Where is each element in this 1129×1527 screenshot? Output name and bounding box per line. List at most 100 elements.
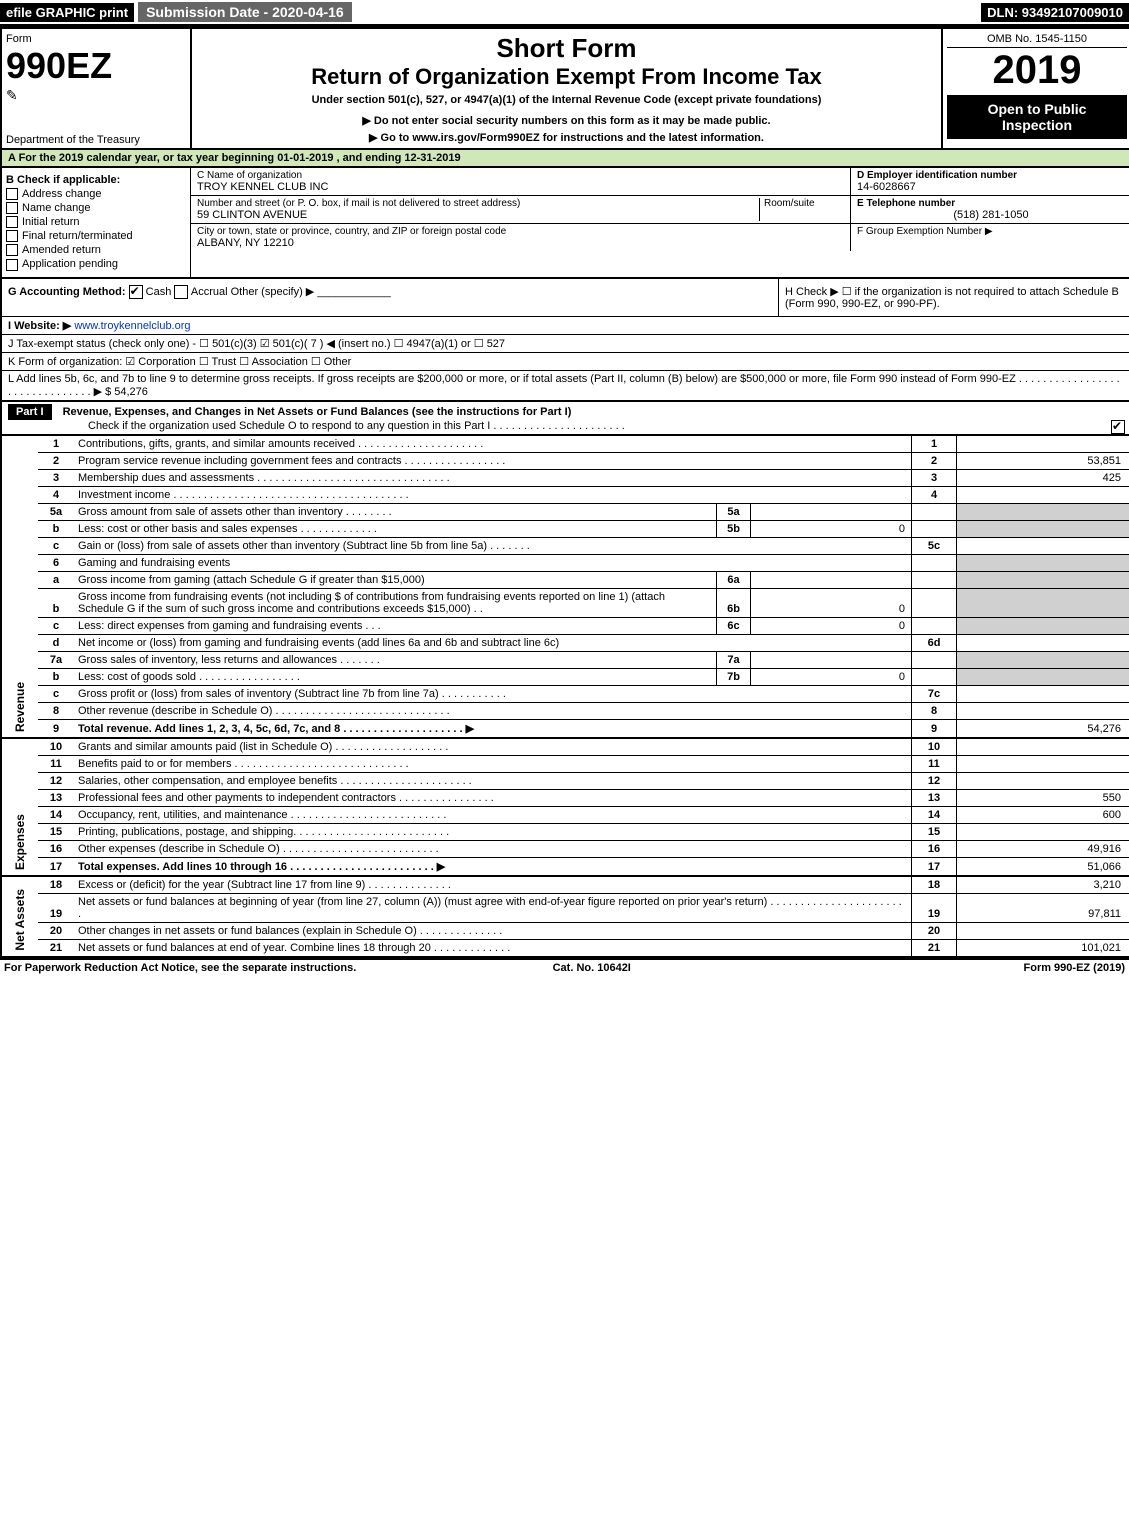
- city-state-zip: ALBANY, NY 12210: [197, 237, 844, 249]
- chk-amended-return[interactable]: Amended return: [6, 244, 186, 256]
- line-6d-desc: Net income or (loss) from gaming and fun…: [74, 634, 912, 651]
- efile-label: efile GRAPHIC print: [0, 3, 134, 22]
- line-1-value: [957, 436, 1129, 453]
- line-13-desc: Professional fees and other payments to …: [74, 789, 912, 806]
- dept-label: Department of the Treasury: [6, 134, 140, 146]
- line-7b-desc: Less: cost of goods sold . . . . . . . .…: [74, 668, 717, 685]
- chk-cash[interactable]: [129, 285, 143, 299]
- under-section-text: Under section 501(c), 527, or 4947(a)(1)…: [200, 94, 933, 106]
- line-2-desc: Program service revenue including govern…: [74, 452, 912, 469]
- line-5c-value: [957, 537, 1129, 554]
- chk-schedule-o[interactable]: [1111, 420, 1125, 434]
- line-6d-value: [957, 634, 1129, 651]
- phone-label: E Telephone number: [857, 198, 1125, 209]
- line-21-desc: Net assets or fund balances at end of ye…: [74, 939, 912, 957]
- line-7b-value: 0: [751, 668, 912, 685]
- chk-initial-return[interactable]: Initial return: [6, 216, 186, 228]
- line-17-value: 51,066: [957, 857, 1129, 876]
- section-h-text: H Check ▶ ☐ if the organization is not r…: [778, 279, 1129, 316]
- line-5a-desc: Gross amount from sale of assets other t…: [74, 503, 717, 520]
- chk-application-pending[interactable]: Application pending: [6, 258, 186, 270]
- line-18-desc: Excess or (deficit) for the year (Subtra…: [74, 876, 912, 894]
- line-11-desc: Benefits paid to or for members . . . . …: [74, 755, 912, 772]
- line-7a-value: [751, 651, 912, 668]
- line-5b-value: 0: [751, 520, 912, 537]
- line-20-desc: Other changes in net assets or fund bala…: [74, 922, 912, 939]
- chk-address-change[interactable]: Address change: [6, 188, 186, 200]
- line-6-desc: Gaming and fundraising events: [74, 554, 912, 571]
- city-label: City or town, state or province, country…: [197, 226, 844, 237]
- line-3-desc: Membership dues and assessments . . . . …: [74, 469, 912, 486]
- part-1-check-line: Check if the organization used Schedule …: [88, 420, 625, 432]
- street-address: 59 CLINTON AVENUE: [197, 209, 759, 221]
- part-1-label: Part I: [8, 404, 52, 420]
- line-14-desc: Occupancy, rent, utilities, and maintena…: [74, 806, 912, 823]
- form-label: Form: [6, 33, 186, 45]
- ein-label: D Employer identification number: [857, 170, 1125, 181]
- form-number: 990EZ: [6, 45, 186, 87]
- line-10-value: [957, 738, 1129, 756]
- tax-exempt-status: J Tax-exempt status (check only one) - ☐…: [2, 335, 1129, 353]
- line-1-desc: Contributions, gifts, grants, and simila…: [74, 436, 912, 453]
- short-form-title: Short Form: [200, 33, 933, 64]
- line-6a-value: [751, 571, 912, 588]
- part-1-title: Revenue, Expenses, and Changes in Net As…: [63, 406, 572, 418]
- line-12-value: [957, 772, 1129, 789]
- org-name: TROY KENNEL CLUB INC: [197, 181, 844, 193]
- line-18-value: 3,210: [957, 876, 1129, 894]
- dln-label: DLN: 93492107009010: [981, 3, 1129, 22]
- room-suite-label: Room/suite: [759, 198, 844, 221]
- omb-number: OMB No. 1545-1150: [947, 33, 1127, 48]
- line-8-value: [957, 702, 1129, 719]
- line-19-desc: Net assets or fund balances at beginning…: [74, 893, 912, 922]
- chk-name-change[interactable]: Name change: [6, 202, 186, 214]
- side-label-net-assets: Net Assets: [13, 889, 27, 951]
- line-5b-desc: Less: cost or other basis and sales expe…: [74, 520, 717, 537]
- line-11-value: [957, 755, 1129, 772]
- line-6c-desc: Less: direct expenses from gaming and fu…: [74, 617, 717, 634]
- footer-form-ref: Form 990-EZ (2019): [1024, 962, 1125, 974]
- street-label: Number and street (or P. O. box, if mail…: [197, 198, 759, 209]
- section-b-label: B Check if applicable:: [6, 174, 186, 186]
- line-7a-desc: Gross sales of inventory, less returns a…: [74, 651, 717, 668]
- website-label: I Website: ▶: [8, 320, 71, 332]
- line-13-value: 550: [957, 789, 1129, 806]
- line-6c-value: 0: [751, 617, 912, 634]
- org-name-label: C Name of organization: [197, 170, 844, 181]
- footer-left: For Paperwork Reduction Act Notice, see …: [4, 962, 356, 974]
- accounting-method-label: G Accounting Method:: [8, 286, 126, 298]
- tax-year-line: A For the 2019 calendar year, or tax yea…: [2, 150, 1129, 168]
- line-4-value: [957, 486, 1129, 503]
- line-14-value: 600: [957, 806, 1129, 823]
- chk-final-return[interactable]: Final return/terminated: [6, 230, 186, 242]
- line-17-desc: Total expenses. Add lines 10 through 16 …: [74, 857, 912, 876]
- side-label-expenses: Expenses: [13, 814, 27, 870]
- goto-text: ▶ Go to www.irs.gov/Form990EZ for instru…: [200, 131, 933, 144]
- website-link[interactable]: www.troykennelclub.org: [74, 320, 190, 332]
- footer-cat-no: Cat. No. 10642I: [553, 962, 631, 974]
- no-ssn-text: ▶ Do not enter social security numbers o…: [200, 114, 933, 127]
- line-4-desc: Investment income . . . . . . . . . . . …: [74, 486, 912, 503]
- line-16-desc: Other expenses (describe in Schedule O) …: [74, 840, 912, 857]
- line-6b-desc: Gross income from fundraising events (no…: [74, 588, 717, 617]
- ein-value: 14-6028667: [857, 181, 1125, 193]
- line-3-value: 425: [957, 469, 1129, 486]
- line-20-value: [957, 922, 1129, 939]
- side-label-revenue: Revenue: [13, 682, 27, 732]
- section-l-text: L Add lines 5b, 6c, and 7b to line 9 to …: [2, 371, 1129, 402]
- submission-date: Submission Date - 2020-04-16: [138, 2, 352, 22]
- line-21-value: 101,021: [957, 939, 1129, 957]
- line-2-value: 53,851: [957, 452, 1129, 469]
- line-7c-desc: Gross profit or (loss) from sales of inv…: [74, 685, 912, 702]
- phone-value: (518) 281-1050: [857, 209, 1125, 221]
- open-to-public: Open to Public Inspection: [947, 95, 1127, 139]
- line-19-value: 97,811: [957, 893, 1129, 922]
- line-15-desc: Printing, publications, postage, and shi…: [74, 823, 912, 840]
- form-of-organization: K Form of organization: ☑ Corporation ☐ …: [2, 353, 1129, 371]
- line-6a-desc: Gross income from gaming (attach Schedul…: [74, 571, 717, 588]
- chk-accrual[interactable]: [174, 285, 188, 299]
- line-9-value: 54,276: [957, 719, 1129, 738]
- line-5a-value: [751, 503, 912, 520]
- return-title: Return of Organization Exempt From Incom…: [200, 64, 933, 90]
- line-5c-desc: Gain or (loss) from sale of assets other…: [74, 537, 912, 554]
